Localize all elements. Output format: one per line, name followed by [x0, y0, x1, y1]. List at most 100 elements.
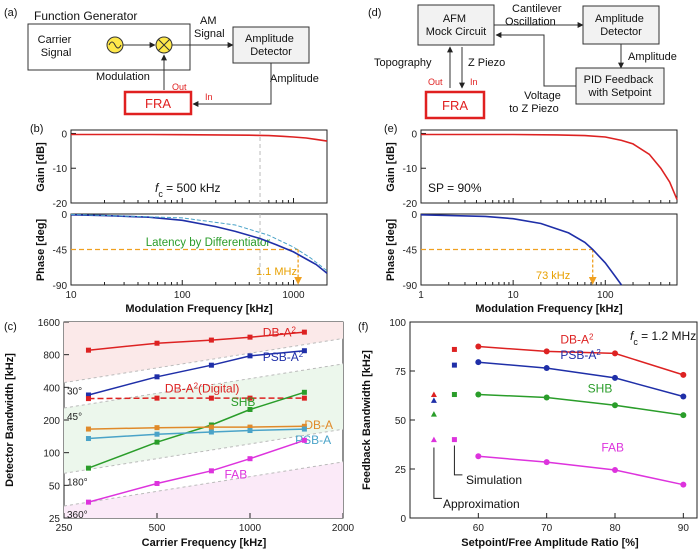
- gB-gain-ytick-label: 0: [61, 129, 67, 140]
- cant-line1: Cantilever: [512, 3, 562, 15]
- approximation-pointer: [433, 447, 442, 499]
- chart-f-sim-marker: [451, 362, 457, 368]
- mixer-cross-icon: [157, 38, 171, 52]
- chart-b-xlabel: Modulation Frequency [kHz]: [125, 303, 273, 315]
- chart-c-marker: [85, 426, 91, 432]
- gB-phase-ytick-label: -45: [53, 246, 68, 257]
- panel-letter-b: (b): [30, 123, 43, 135]
- gE-gain-line: [421, 133, 678, 200]
- chart-f-series-label: SHB: [588, 382, 613, 396]
- series-name: PSB-A: [295, 433, 331, 447]
- phase-guide-2: [63, 428, 344, 474]
- fra-in-label-a: In: [205, 92, 213, 102]
- chart-f-marker: [475, 453, 482, 460]
- phase-guide-label: 180°: [67, 477, 88, 488]
- chart-c-marker: [247, 395, 253, 401]
- chart-c-xlabel: Carrier Frequency [kHz]: [142, 537, 267, 549]
- chart-c-series-label: SHB: [231, 395, 256, 409]
- gB-xtick-label: 100: [174, 290, 191, 301]
- arrow-pid-to-afm: [495, 32, 576, 87]
- fra-in-label-d: In: [470, 77, 478, 87]
- latency-annotation: Latency by Differentiator: [146, 237, 271, 249]
- carrier-signal-label: Carrier Signal: [38, 34, 75, 59]
- chart-e-phase-ylabel: Phase [deg]: [385, 218, 397, 281]
- fra-label-a: FRA: [145, 96, 171, 111]
- chart-f-line-1: [478, 361, 684, 398]
- chart-f-line-0: [478, 345, 684, 376]
- amplitude-detector-box-d: [582, 5, 660, 45]
- panel-letter-a: (a): [4, 7, 17, 19]
- chart-c-marker: [85, 396, 91, 402]
- chart-f-approx-marker: [430, 411, 437, 417]
- chart-f-xtick-label: 70: [541, 523, 553, 534]
- chart-c-ytick-label: 25: [49, 514, 61, 525]
- series-sup: 2: [291, 325, 296, 334]
- chart-c-xtick-label: 2000: [332, 523, 355, 534]
- chart-c-marker: [301, 437, 307, 443]
- fra-box-a: [123, 90, 193, 116]
- chart-c-ytick-label: 200: [43, 416, 60, 427]
- chart-f: Feedback Bandwidth [kHz] Setpoint/Free A…: [361, 318, 698, 549]
- chart-c-ytick-label: 50: [49, 481, 61, 492]
- chart-c-marker: [154, 395, 160, 401]
- chart-b-fc-annotation: fc = 500 kHz: [155, 181, 221, 199]
- chart-c-marker: [247, 428, 253, 434]
- panel-letter-f: (f): [358, 321, 368, 333]
- chart-b-gain-ylabel: Gain [dB]: [35, 142, 47, 192]
- gE-gain-ytick-label: 0: [411, 129, 417, 140]
- ad-a-line2: Detector: [250, 46, 292, 58]
- chart-c-marker: [85, 465, 91, 471]
- chart-c-marker: [154, 374, 160, 380]
- chart-c-marker: [301, 426, 307, 432]
- voltage-label: Voltage to Z Piezo: [509, 90, 564, 115]
- chart-f-marker: [612, 350, 618, 357]
- chart-b-gain-axes: [70, 129, 328, 204]
- chart-c-marker: [154, 340, 160, 346]
- ad-d-line2: Detector: [600, 26, 642, 38]
- chart-e-gain-axes: [420, 129, 678, 204]
- chart-f-marker: [543, 365, 550, 372]
- panel-letter-d: (d): [368, 7, 381, 19]
- chart-f-marker: [612, 466, 618, 473]
- chart-f-sim-marker: [451, 437, 457, 443]
- cant-line2: Oscillation: [505, 16, 556, 28]
- pid-line2: with Setpoint: [588, 87, 652, 99]
- chart-c-marker: [154, 425, 160, 431]
- gE-phase-ytick-label: 0: [411, 210, 417, 221]
- cantilever-label: Cantilever Oscillation: [505, 3, 565, 28]
- chart-f-marker: [543, 394, 550, 401]
- chart-b-phase-ylabel: Phase [deg]: [35, 218, 47, 281]
- am-line2: Signal: [194, 28, 225, 40]
- chart-f-approx-marker: [430, 436, 437, 443]
- gE-phase-ytick-label: -90: [403, 281, 418, 292]
- amplitude-detector-label-d: Amplitude Detector: [595, 13, 647, 38]
- gE-phase-line-0: [420, 214, 623, 286]
- chart-f-sim-marker: [451, 346, 457, 352]
- chart-f-line-2: [478, 393, 684, 416]
- fc-sub: c: [158, 189, 163, 199]
- chart-c-marker: [301, 395, 307, 401]
- modulation-label: Modulation: [96, 71, 150, 83]
- topography-label: Topography: [374, 57, 432, 69]
- afm-line2: Mock Circuit: [426, 26, 487, 38]
- pid-line1: PID Feedback: [584, 74, 654, 86]
- series-name: DB-A: [560, 333, 589, 347]
- gB-xtick-label: 1000: [282, 290, 305, 301]
- chart-e: Gain [dB] Phase [deg] Modulation Frequen…: [385, 129, 678, 315]
- chart-f-xtick-label: 80: [609, 523, 621, 534]
- chart-c-ytick-label: 400: [43, 383, 60, 394]
- chart-c-marker: [208, 395, 214, 401]
- afm-mock-circuit-box: [417, 4, 495, 46]
- fra-out-label-a: Out: [172, 82, 187, 92]
- gE-xtick-label: 1: [418, 290, 424, 301]
- chart-c-marker: [208, 468, 214, 474]
- gE-phase-ytick-label: -45: [403, 246, 418, 257]
- series-name: PSB-A: [560, 348, 596, 362]
- chart-c-xtick-label: 250: [56, 523, 73, 534]
- gB-phase-ytick-label: -90: [53, 281, 68, 292]
- function-generator-title: Function Generator: [34, 9, 137, 23]
- chart-c-series-label: DB-A2: [263, 325, 297, 340]
- phase-guide-label: 30°: [67, 387, 82, 398]
- chart-f-ytick-label: 25: [395, 465, 407, 476]
